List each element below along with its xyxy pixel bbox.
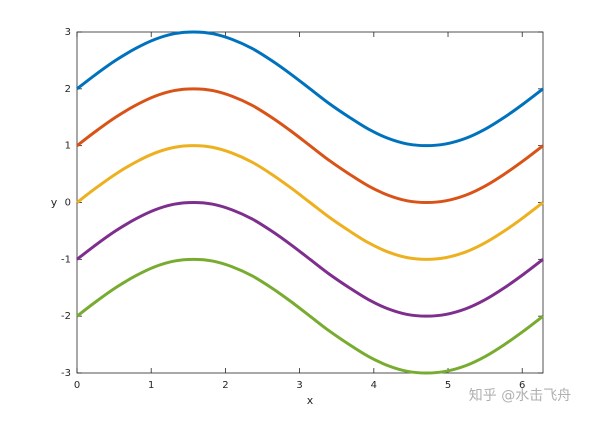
x-tick-label: 0 bbox=[74, 380, 80, 391]
x-tick-label: 6 bbox=[519, 380, 525, 391]
y-tick-label: 0 bbox=[65, 198, 71, 209]
line-series bbox=[76, 30, 544, 148]
y-tick-label: 1 bbox=[65, 141, 71, 152]
x-tick-label: 5 bbox=[445, 380, 451, 391]
y-tick-label: -1 bbox=[61, 254, 71, 265]
line-series bbox=[76, 201, 544, 318]
x-tick-label: 1 bbox=[148, 380, 154, 391]
watermark: 知乎 @水击飞舟 bbox=[469, 387, 571, 404]
x-tick-label: 3 bbox=[296, 380, 302, 391]
y-axis-label: y bbox=[51, 196, 58, 209]
y-tick-label: -2 bbox=[61, 311, 71, 322]
y-tick-label: 3 bbox=[65, 27, 71, 38]
x-axis-label: x bbox=[307, 394, 314, 407]
x-tick-label: 2 bbox=[222, 380, 228, 391]
line-series bbox=[76, 144, 544, 261]
line-series bbox=[76, 257, 544, 375]
y-tick-label: -3 bbox=[61, 368, 71, 379]
x-tick-label: 4 bbox=[371, 380, 377, 391]
y-tick-label: 2 bbox=[65, 84, 71, 95]
line-series bbox=[76, 87, 544, 204]
